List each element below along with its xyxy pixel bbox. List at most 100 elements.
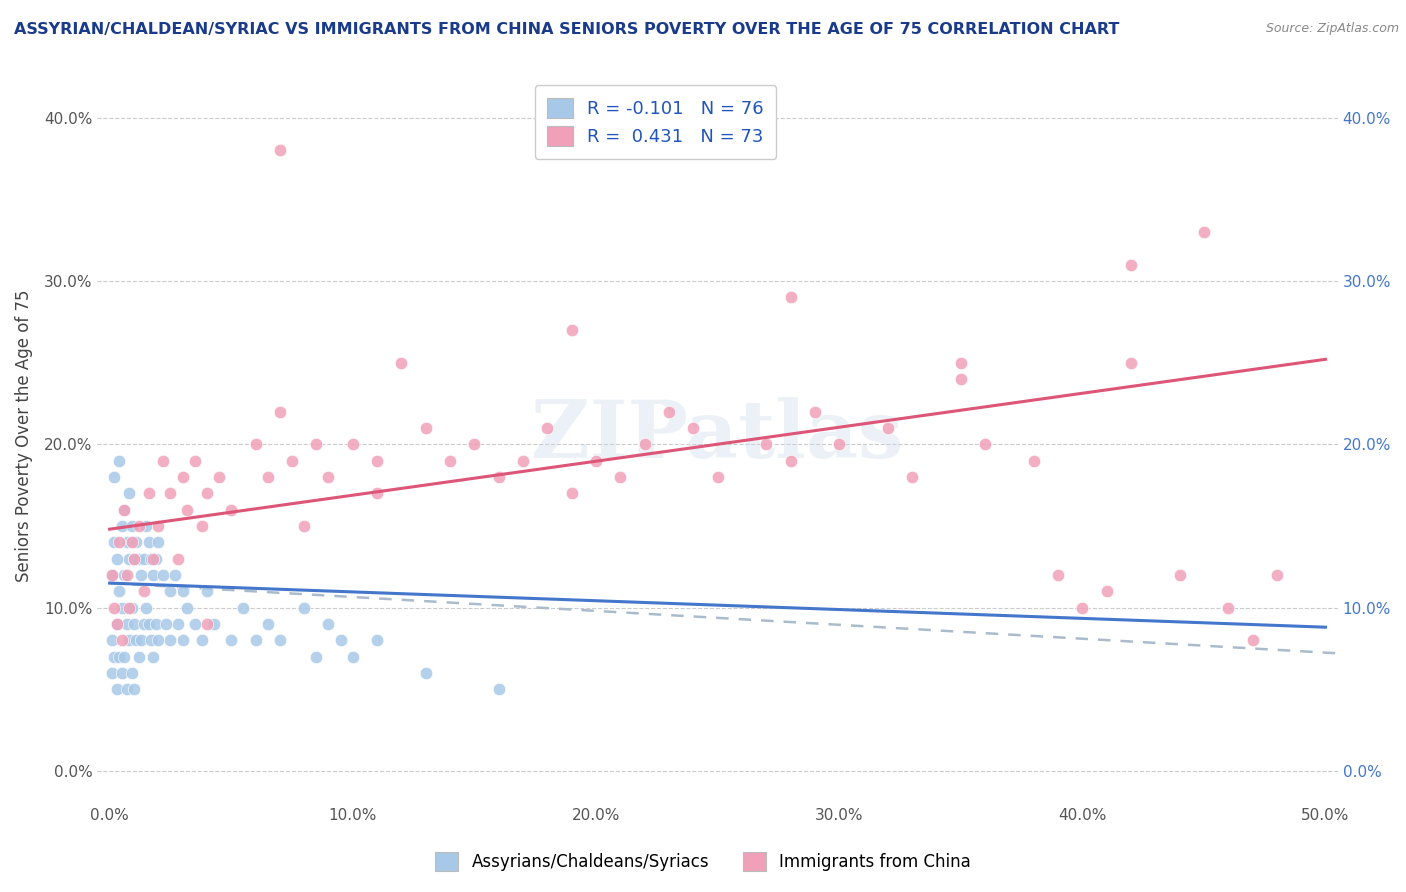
Point: [148, 633, 170, 648]
Point: [292, 600, 315, 615]
Point: [112, 568, 135, 582]
Point: [184, 453, 207, 467]
Point: [122, 551, 145, 566]
Point: [305, 437, 328, 451]
Point: [901, 470, 924, 484]
Point: [585, 453, 607, 467]
Point: [142, 568, 165, 582]
Point: [103, 600, 125, 615]
Point: [828, 437, 851, 451]
Point: [135, 519, 157, 533]
Point: [115, 568, 138, 582]
Point: [195, 584, 218, 599]
Point: [512, 453, 534, 467]
Point: [105, 616, 128, 631]
Point: [128, 519, 150, 533]
Point: [159, 633, 181, 648]
Point: [682, 421, 704, 435]
Point: [1168, 568, 1191, 582]
Point: [115, 616, 138, 631]
Point: [1046, 568, 1069, 582]
Point: [779, 290, 801, 304]
Point: [256, 470, 278, 484]
Point: [232, 600, 254, 615]
Point: [172, 633, 194, 648]
Point: [101, 568, 124, 582]
Point: [269, 633, 291, 648]
Point: [706, 470, 728, 484]
Point: [139, 551, 162, 566]
Point: [105, 682, 128, 697]
Point: [145, 616, 167, 631]
Point: [132, 584, 155, 599]
Point: [415, 421, 437, 435]
Point: [463, 437, 485, 451]
Point: [658, 404, 681, 418]
Point: [148, 535, 170, 549]
Point: [292, 519, 315, 533]
Point: [281, 453, 304, 467]
Point: [129, 633, 152, 648]
Point: [142, 551, 165, 566]
Point: [561, 486, 583, 500]
Point: [118, 551, 141, 566]
Point: [191, 519, 214, 533]
Point: [132, 551, 155, 566]
Point: [269, 143, 291, 157]
Point: [609, 470, 631, 484]
Point: [1192, 225, 1215, 239]
Point: [366, 453, 388, 467]
Point: [115, 535, 138, 549]
Point: [219, 502, 242, 516]
Point: [1095, 584, 1118, 599]
Point: [135, 600, 157, 615]
Point: [101, 665, 124, 680]
Point: [108, 535, 131, 549]
Point: [138, 535, 160, 549]
Point: [103, 649, 125, 664]
Point: [804, 404, 827, 418]
Point: [122, 551, 145, 566]
Point: [112, 502, 135, 516]
Point: [329, 633, 352, 648]
Point: [103, 535, 125, 549]
Point: [101, 568, 124, 582]
Point: [108, 453, 131, 467]
Point: [108, 584, 131, 599]
Point: [488, 470, 510, 484]
Point: [172, 584, 194, 599]
Point: [1119, 258, 1142, 272]
Text: Source: ZipAtlas.com: Source: ZipAtlas.com: [1265, 22, 1399, 36]
Point: [138, 616, 160, 631]
Point: [148, 519, 170, 533]
Point: [184, 616, 207, 631]
Point: [122, 616, 145, 631]
Point: [949, 355, 972, 369]
Point: [152, 568, 174, 582]
Point: [305, 649, 328, 664]
Point: [1265, 568, 1288, 582]
Point: [1071, 600, 1094, 615]
Point: [342, 649, 364, 664]
Point: [122, 682, 145, 697]
Point: [125, 535, 148, 549]
Point: [111, 600, 134, 615]
Point: [318, 616, 340, 631]
Point: [121, 519, 143, 533]
Point: [366, 486, 388, 500]
Point: [139, 633, 162, 648]
Point: [755, 437, 778, 451]
Point: [128, 649, 150, 664]
Point: [108, 649, 131, 664]
Point: [121, 665, 143, 680]
Point: [105, 616, 128, 631]
Point: [536, 421, 558, 435]
Point: [245, 633, 267, 648]
Point: [488, 682, 510, 697]
Point: [111, 665, 134, 680]
Point: [219, 633, 242, 648]
Point: [166, 551, 188, 566]
Point: [1119, 355, 1142, 369]
Point: [166, 616, 188, 631]
Point: [561, 323, 583, 337]
